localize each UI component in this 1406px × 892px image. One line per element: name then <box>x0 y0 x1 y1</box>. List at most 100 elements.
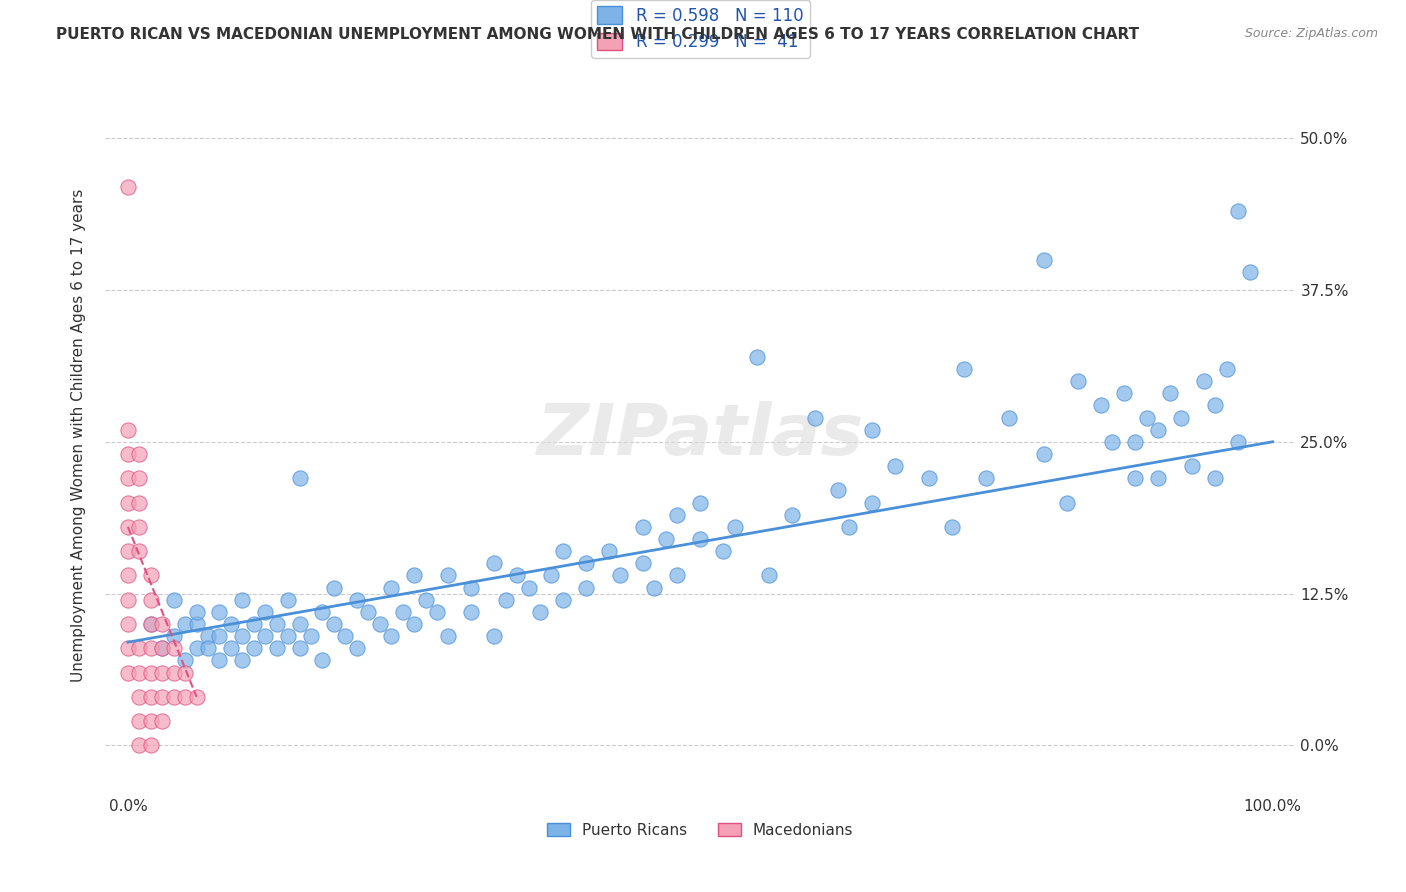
Point <box>460 605 482 619</box>
Point <box>368 617 391 632</box>
Point <box>460 581 482 595</box>
Point <box>231 592 253 607</box>
Point <box>163 641 186 656</box>
Point <box>609 568 631 582</box>
Point <box>117 179 139 194</box>
Point <box>711 544 734 558</box>
Point <box>139 714 162 728</box>
Point <box>1192 374 1215 388</box>
Point <box>380 629 402 643</box>
Point <box>117 495 139 509</box>
Point <box>208 605 231 619</box>
Point <box>1112 386 1135 401</box>
Point <box>150 641 173 656</box>
Point <box>1067 374 1090 388</box>
Point <box>415 592 437 607</box>
Text: ZIPatlas: ZIPatlas <box>537 401 863 470</box>
Point <box>208 629 231 643</box>
Point <box>346 592 368 607</box>
Point <box>551 544 574 558</box>
Point <box>150 665 173 680</box>
Point <box>128 520 150 534</box>
Point <box>139 617 162 632</box>
Point <box>402 617 425 632</box>
Point <box>506 568 529 582</box>
Point <box>254 629 277 643</box>
Point <box>174 690 197 704</box>
Point <box>482 556 505 570</box>
Point <box>254 605 277 619</box>
Point <box>1147 471 1170 485</box>
Point <box>139 641 162 656</box>
Point <box>575 556 598 570</box>
Point <box>598 544 620 558</box>
Point <box>186 605 208 619</box>
Point <box>1101 434 1123 449</box>
Point <box>277 592 299 607</box>
Text: PUERTO RICAN VS MACEDONIAN UNEMPLOYMENT AMONG WOMEN WITH CHILDREN AGES 6 TO 17 Y: PUERTO RICAN VS MACEDONIAN UNEMPLOYMENT … <box>56 27 1139 42</box>
Point <box>174 653 197 667</box>
Point <box>1159 386 1181 401</box>
Point <box>117 592 139 607</box>
Point <box>952 362 974 376</box>
Point <box>529 605 551 619</box>
Point <box>139 617 162 632</box>
Point <box>163 592 186 607</box>
Point <box>631 556 654 570</box>
Point <box>128 544 150 558</box>
Point <box>860 423 883 437</box>
Text: Source: ZipAtlas.com: Source: ZipAtlas.com <box>1244 27 1378 40</box>
Point <box>117 520 139 534</box>
Point <box>838 520 860 534</box>
Point <box>402 568 425 582</box>
Point <box>117 544 139 558</box>
Point <box>723 520 745 534</box>
Point <box>128 739 150 753</box>
Legend: Puerto Ricans, Macedonians: Puerto Ricans, Macedonians <box>541 816 859 844</box>
Point <box>1136 410 1159 425</box>
Y-axis label: Unemployment Among Women with Children Ages 6 to 17 years: Unemployment Among Women with Children A… <box>72 189 86 682</box>
Point <box>163 665 186 680</box>
Point <box>186 690 208 704</box>
Point <box>1056 495 1078 509</box>
Point <box>208 653 231 667</box>
Point <box>941 520 963 534</box>
Point <box>803 410 825 425</box>
Point <box>1204 471 1226 485</box>
Point <box>380 581 402 595</box>
Point <box>540 568 562 582</box>
Point <box>150 690 173 704</box>
Point <box>1032 447 1054 461</box>
Point <box>139 592 162 607</box>
Point <box>117 447 139 461</box>
Point <box>299 629 322 643</box>
Point <box>186 617 208 632</box>
Point <box>391 605 413 619</box>
Point <box>827 483 849 498</box>
Point <box>747 350 769 364</box>
Point <box>243 617 266 632</box>
Point <box>150 617 173 632</box>
Point <box>495 592 517 607</box>
Point <box>277 629 299 643</box>
Point <box>482 629 505 643</box>
Point <box>1147 423 1170 437</box>
Point <box>150 714 173 728</box>
Point <box>311 605 333 619</box>
Point <box>1216 362 1239 376</box>
Point <box>117 471 139 485</box>
Point <box>551 592 574 607</box>
Point <box>186 641 208 656</box>
Point <box>1204 398 1226 412</box>
Point <box>128 447 150 461</box>
Point <box>174 617 197 632</box>
Point <box>357 605 380 619</box>
Point <box>128 641 150 656</box>
Point <box>266 617 288 632</box>
Point <box>1032 252 1054 267</box>
Point <box>311 653 333 667</box>
Point <box>117 568 139 582</box>
Point <box>1239 265 1261 279</box>
Point <box>655 532 678 546</box>
Point <box>883 459 905 474</box>
